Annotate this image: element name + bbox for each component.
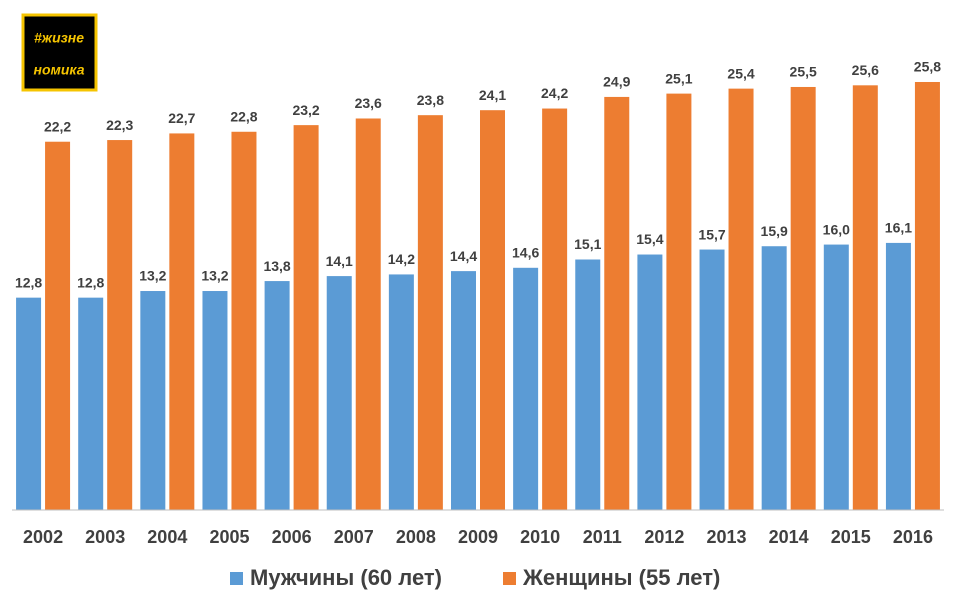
bar	[575, 259, 601, 510]
value-label: 25,5	[790, 64, 817, 80]
value-label: 13,2	[201, 268, 228, 284]
bar	[107, 140, 133, 510]
bar	[666, 93, 692, 511]
value-label: 22,2	[44, 118, 71, 134]
value-label: 12,8	[15, 274, 42, 290]
bar	[761, 246, 787, 511]
logo-box	[21, 13, 98, 92]
bar	[264, 281, 290, 510]
bar	[140, 291, 166, 510]
bar	[78, 297, 104, 510]
x-tick-label: 2012	[644, 527, 684, 547]
value-label: 24,1	[479, 87, 506, 103]
value-label: 25,6	[852, 62, 879, 78]
value-label: 14,4	[450, 248, 477, 264]
x-tick-label: 2003	[85, 527, 125, 547]
value-label: 25,8	[914, 59, 941, 75]
x-tick-label: 2015	[831, 527, 871, 547]
value-label: 16,0	[823, 221, 850, 237]
value-label: 23,6	[355, 95, 382, 111]
value-label: 22,7	[168, 110, 195, 126]
bar	[852, 85, 878, 511]
bar	[914, 81, 940, 510]
value-label: 15,7	[698, 226, 725, 242]
value-label: 14,2	[388, 251, 415, 267]
bar	[699, 249, 725, 510]
value-label: 16,1	[885, 220, 912, 236]
value-label: 15,4	[636, 231, 663, 247]
bar	[169, 133, 195, 510]
x-tick-label: 2006	[272, 527, 312, 547]
value-label: 15,9	[761, 223, 788, 239]
x-tick-label: 2016	[893, 527, 933, 547]
bar	[728, 88, 754, 510]
value-label: 13,8	[263, 258, 290, 274]
logo-text: номика	[34, 62, 85, 78]
bar	[326, 276, 352, 510]
value-label: 24,2	[541, 85, 568, 101]
value-label: 13,2	[139, 268, 166, 284]
bar	[604, 96, 630, 510]
x-tick-label: 2010	[520, 527, 560, 547]
value-label: 22,8	[230, 108, 257, 124]
value-label: 25,1	[665, 70, 692, 86]
logo-text: #жизне	[34, 30, 84, 46]
x-tick-label: 2011	[583, 527, 622, 547]
legend-swatch	[230, 572, 243, 585]
legend-label: Мужчины (60 лет)	[250, 565, 442, 590]
bar	[293, 125, 319, 510]
x-tick-label: 2014	[769, 527, 809, 547]
x-tick-label: 2005	[209, 527, 249, 547]
bar	[823, 244, 849, 511]
bar	[388, 274, 414, 510]
value-label: 25,4	[727, 65, 754, 81]
value-label: 14,6	[512, 244, 539, 260]
bar	[885, 242, 911, 510]
bar	[16, 297, 42, 510]
value-label: 14,1	[326, 253, 353, 269]
x-tick-label: 2008	[396, 527, 436, 547]
value-label: 15,1	[574, 236, 601, 252]
value-label: 23,8	[417, 92, 444, 108]
bar	[45, 141, 71, 511]
x-tick-label: 2004	[147, 527, 187, 547]
bar	[355, 118, 381, 510]
x-tick-label: 2009	[458, 527, 498, 547]
bar	[637, 254, 663, 510]
value-label: 22,3	[106, 117, 133, 133]
bar	[480, 110, 505, 510]
bar	[202, 291, 228, 510]
x-tick-label: 2002	[23, 527, 63, 547]
value-label: 24,9	[603, 74, 630, 90]
x-tick-label: 2007	[334, 527, 374, 547]
value-label: 12,8	[77, 274, 104, 290]
legend-label: Женщины (55 лет)	[522, 565, 720, 590]
bar	[513, 267, 539, 510]
bar	[231, 131, 257, 510]
bar	[790, 86, 816, 511]
x-tick-label: 2013	[707, 527, 747, 547]
bar	[451, 271, 476, 510]
value-label: 23,2	[292, 102, 319, 118]
bar	[542, 108, 568, 511]
bar	[417, 115, 443, 511]
legend-swatch	[503, 572, 516, 585]
